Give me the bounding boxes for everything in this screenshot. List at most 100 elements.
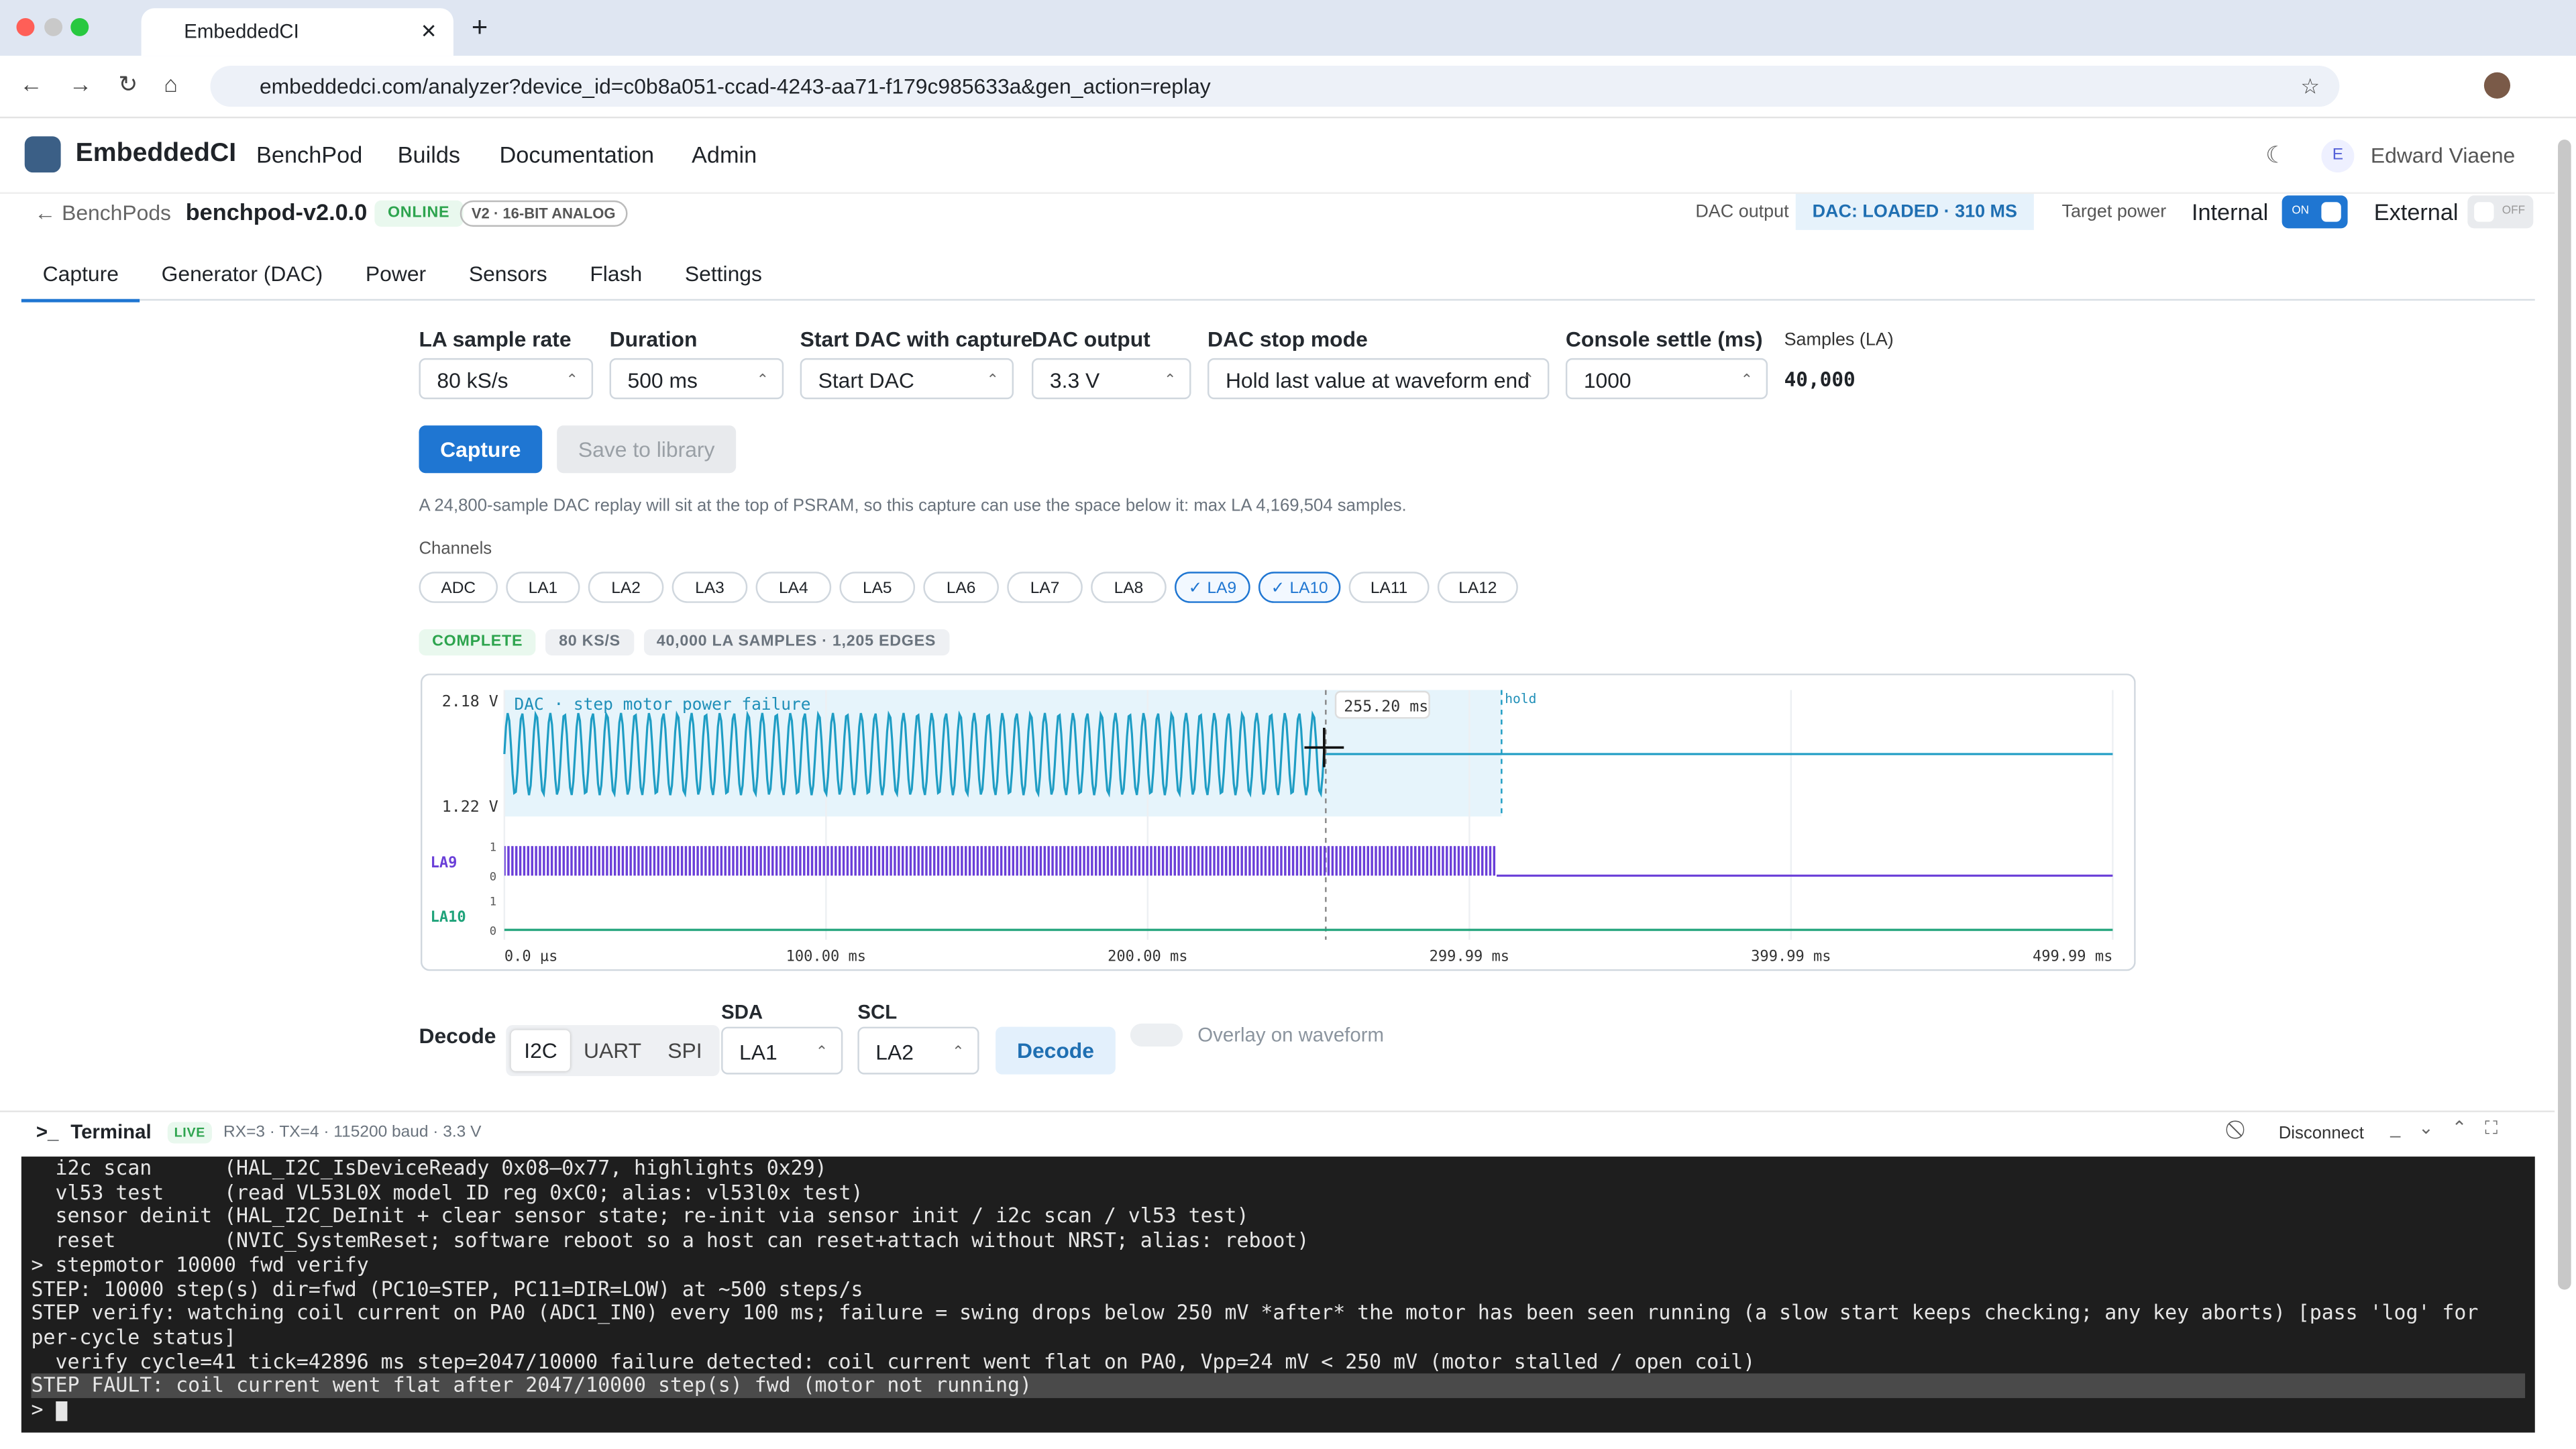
overlay-toggle[interactable] xyxy=(1130,1023,1183,1047)
scl-select[interactable]: LA2 xyxy=(857,1026,979,1076)
internal-toggle[interactable]: ON xyxy=(2282,195,2348,229)
max-dot[interactable] xyxy=(70,17,89,36)
min-dot[interactable] xyxy=(44,17,63,36)
channel-name: LA10 xyxy=(1289,580,1328,598)
browser-tab[interactable]: EmbeddedCI ✕ xyxy=(141,8,453,56)
level-low: 0 xyxy=(490,871,496,884)
protocol-option[interactable]: UART xyxy=(583,1038,642,1063)
theme-toggle[interactable]: ☾ xyxy=(2265,141,2286,168)
x-axis-label: 0.0 µs xyxy=(504,949,558,965)
field-select[interactable]: 1000 xyxy=(1565,358,1768,401)
terminal-line: verify cycle=41 tick=42896 ms step=2047/… xyxy=(31,1350,1756,1373)
new-tab[interactable]: + xyxy=(471,11,488,43)
toggle-on: ON xyxy=(2292,205,2310,217)
protocol-option[interactable]: I2C xyxy=(511,1030,571,1071)
back-link[interactable]: ← BenchPods xyxy=(34,200,171,225)
field-select[interactable]: 500 ms xyxy=(609,358,784,401)
prompt-symbol: > xyxy=(31,1398,44,1421)
channel-pill[interactable]: LA11 xyxy=(1348,572,1430,603)
overlay-label: Overlay on waveform xyxy=(1197,1023,1384,1047)
channel-pill[interactable]: LA1 xyxy=(506,572,580,603)
brand[interactable]: EmbeddedCI xyxy=(75,140,237,168)
samples-value: 40,000 xyxy=(1784,368,1856,391)
terminal-info: RX=3 · TX=4 · 115200 baud · 3.3 V xyxy=(223,1124,482,1142)
tab[interactable]: Power xyxy=(365,261,427,286)
tab[interactable]: Generator (DAC) xyxy=(161,261,323,286)
tab[interactable]: Capture xyxy=(21,250,140,303)
terminal-line: STEP verify: watching coil current on PA… xyxy=(31,1301,2491,1349)
channel-name: LA7 xyxy=(1030,580,1060,598)
channel-name: LA2 xyxy=(611,580,641,598)
field-label: Start DAC with capture xyxy=(800,327,1033,352)
decode-button[interactable]: Decode xyxy=(996,1026,1116,1075)
channel-pill[interactable]: LA5 xyxy=(839,572,916,603)
field-value: Hold last value at waveform end xyxy=(1225,368,1529,393)
toggle-off: OFF xyxy=(2502,205,2526,217)
protocol-option[interactable]: SPI xyxy=(667,1038,702,1063)
brand-logo xyxy=(24,136,61,173)
capture-button[interactable]: Capture xyxy=(419,425,543,474)
level-high: 1 xyxy=(490,895,496,908)
cursor-time: 255.20 ms xyxy=(1344,697,1428,715)
nav-link[interactable]: BenchPod xyxy=(256,141,363,168)
channel-pill[interactable]: ✓ LA9 xyxy=(1175,572,1250,603)
channel-pill[interactable]: LA12 xyxy=(1437,572,1518,603)
channel-label: LA10 xyxy=(431,909,466,926)
dac-trace xyxy=(503,710,2113,798)
field-select[interactable]: 3.3 V xyxy=(1031,358,1191,401)
channel-pill[interactable]: LA8 xyxy=(1091,572,1167,603)
url-field[interactable]: embeddedci.com/analyzer?device_id=c0b8a0… xyxy=(210,65,2340,107)
tab[interactable]: Flash xyxy=(590,261,643,286)
bookmark-star[interactable]: ☆ xyxy=(2300,74,2320,99)
channel-pill[interactable]: ADC xyxy=(419,572,498,603)
tab-bar: Capture Generator (DAC) Power Sensors Flash S… xyxy=(21,250,2535,303)
field-select[interactable]: Hold last value at waveform end xyxy=(1208,358,1550,401)
terminal-line: > stepmotor 10000 fwd verify xyxy=(31,1253,369,1277)
nav-link[interactable]: Documentation xyxy=(499,141,655,168)
channel-pill[interactable]: LA4 xyxy=(755,572,832,603)
tab[interactable]: Sensors xyxy=(468,261,547,286)
tab-close[interactable]: ✕ xyxy=(420,19,437,43)
sda-select[interactable]: LA1 xyxy=(721,1026,843,1076)
channel-name: LA8 xyxy=(1114,580,1144,598)
external-toggle[interactable]: OFF xyxy=(2467,195,2534,229)
x-axis-label: 200.00 ms xyxy=(1108,949,1187,965)
level-high: 1 xyxy=(490,841,496,855)
live-badge: LIVE xyxy=(167,1122,212,1144)
terminal-output[interactable]: i2c scan (HAL_I2C_IsDeviceReady 0x08–0x7… xyxy=(21,1157,2535,1433)
terminal-controls[interactable]: _⌄⌃⛶ xyxy=(2390,1118,2516,1139)
tab[interactable]: Settings xyxy=(684,261,762,286)
device-name: benchpod-v2.0.0 xyxy=(185,199,368,225)
nav-link[interactable]: Builds xyxy=(397,141,461,168)
nav-buttons[interactable]: ←→↻⌂ xyxy=(19,70,205,97)
nav-link[interactable]: Admin xyxy=(692,141,757,168)
terminal-divider xyxy=(0,1110,2555,1112)
scrollbar[interactable] xyxy=(2558,140,2571,1290)
disconnect-button[interactable]: Disconnect xyxy=(2278,1124,2364,1144)
sda-value: LA1 xyxy=(739,1040,777,1065)
crosshair xyxy=(1304,727,1344,767)
channel-pill[interactable]: LA7 xyxy=(1007,572,1083,603)
field-value: 500 ms xyxy=(627,368,698,393)
field-select[interactable]: Start DAC xyxy=(800,358,1014,401)
capture-badge: COMPLETE xyxy=(419,629,536,656)
channel-name: ADC xyxy=(441,580,476,598)
channel-name: LA9 xyxy=(1207,580,1237,598)
waveform-view[interactable]: 2.18 V 1.22 V DAC · step motor power fai… xyxy=(420,674,2136,971)
channel-pill[interactable]: ✓ LA10 xyxy=(1258,572,1341,603)
channel-name: LA11 xyxy=(1370,580,1408,598)
channel-pill[interactable]: LA3 xyxy=(672,572,748,603)
user-name[interactable]: Edward Viaene xyxy=(2370,143,2516,168)
field-value: Start DAC xyxy=(818,368,914,393)
check-icon: ✓ xyxy=(1188,580,1203,598)
channel-pill[interactable]: LA2 xyxy=(588,572,664,603)
field-select[interactable]: 80 kS/s xyxy=(419,358,594,401)
channel-name: LA6 xyxy=(946,580,976,598)
profile-avatar[interactable] xyxy=(2483,72,2511,99)
save-button[interactable]: Save to library xyxy=(557,425,737,474)
field-label: DAC output xyxy=(1031,327,1150,352)
close-dot[interactable] xyxy=(16,17,35,36)
terminal-prompt: > xyxy=(21,1398,2535,1422)
channel-pill[interactable]: LA6 xyxy=(923,572,999,603)
external-label: External xyxy=(2373,199,2459,225)
